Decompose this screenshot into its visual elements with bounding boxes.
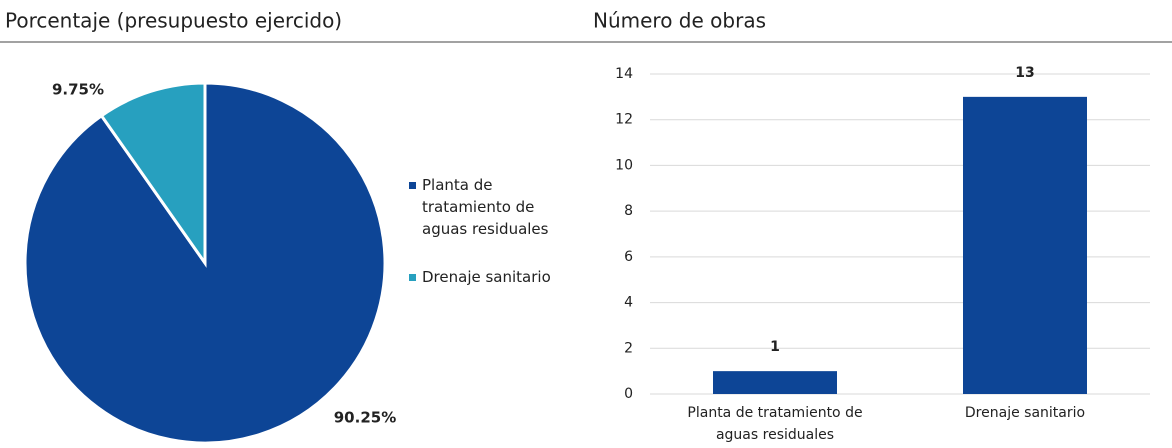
legend-label: Planta de tratamiento de aguas residuale… <box>422 176 549 238</box>
legend-swatch <box>409 182 416 189</box>
pie-title: Porcentaje (presupuesto ejercido) <box>5 9 342 33</box>
pie-value-label: 90.25% <box>334 409 396 427</box>
bar <box>713 371 837 394</box>
y-tick-label: 0 <box>624 386 633 402</box>
bar-title: Número de obras <box>593 9 766 33</box>
legend-swatch <box>409 274 416 281</box>
pie-value-label: 9.75% <box>52 81 104 99</box>
y-tick-label: 10 <box>615 157 633 173</box>
bar-value-label: 1 <box>770 339 780 355</box>
y-tick-label: 14 <box>615 66 633 82</box>
y-tick-label: 6 <box>624 249 633 265</box>
y-tick-label: 8 <box>624 203 633 219</box>
y-tick-label: 12 <box>615 112 633 128</box>
pie-slice <box>99 81 207 268</box>
x-tick-label: Drenaje sanitario <box>964 405 1086 421</box>
y-tick-label: 2 <box>624 340 633 356</box>
y-tick-label: 4 <box>624 295 633 311</box>
bar <box>963 96 1087 394</box>
bar-value-label: 13 <box>1015 65 1034 81</box>
legend-label: Drenaje sanitario <box>422 268 551 286</box>
x-tick-label: Planta de tratamiento de aguas residuale… <box>687 405 863 443</box>
